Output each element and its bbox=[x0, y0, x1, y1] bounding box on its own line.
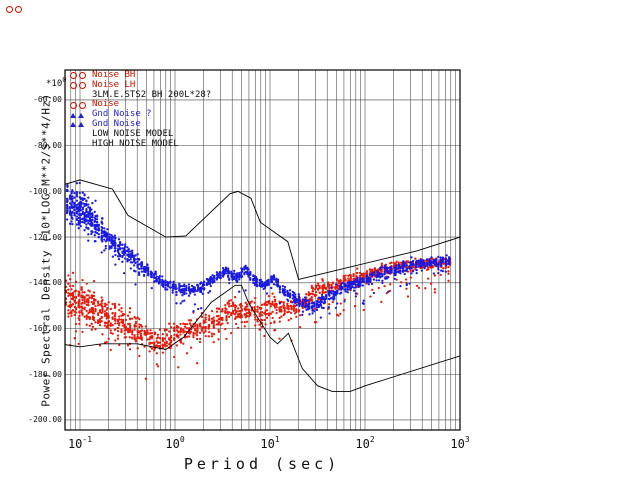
legend-item: Noise BH bbox=[70, 70, 211, 81]
legend-item: Gnd Noise ? bbox=[70, 109, 211, 120]
legend-circle-icon bbox=[79, 72, 86, 80]
legend-item: Gnd Noise bbox=[70, 118, 211, 130]
series-noise-red bbox=[65, 257, 452, 380]
y-axis-multiplier: *100 bbox=[46, 76, 66, 89]
legend-item: LOW NOISE MODEL bbox=[70, 128, 211, 140]
legend-item: HIGH NOISE MODEL bbox=[70, 138, 211, 150]
y-axis-multiplier-base: *10 bbox=[46, 79, 63, 89]
high-noise-model-line bbox=[65, 179, 460, 280]
legend-triangle-icon bbox=[70, 112, 76, 118]
legend-circle-icon bbox=[70, 72, 77, 80]
chart-legend: Noise BH Noise LH 3LM.E.STS2 BH 200L*28? No… bbox=[70, 70, 212, 150]
low-noise-model-line bbox=[65, 284, 460, 392]
legend-triangle-icon bbox=[78, 122, 84, 128]
plot-border bbox=[64, 69, 461, 431]
legend-item: Noise bbox=[70, 100, 211, 110]
y-tick-label: -120.00 bbox=[28, 232, 62, 242]
x-tick-label: 100 bbox=[165, 435, 185, 451]
y-tick-label: -80.00 bbox=[33, 141, 62, 151]
legend-circle-icon bbox=[70, 82, 92, 90]
y-axis-multiplier-exponent: 0 bbox=[62, 76, 67, 84]
legend-item-label: LOW NOISE MODEL bbox=[92, 128, 174, 139]
x-tick-label: 10-1 bbox=[67, 435, 93, 451]
legend-triangle-icon bbox=[70, 122, 76, 128]
legend-triangle-icon bbox=[70, 112, 92, 118]
legend-item-label: Gnd Noise ? bbox=[92, 109, 152, 120]
legend-item-label: HIGH NOISE MODEL bbox=[92, 138, 179, 149]
y-tick-label: -100.00 bbox=[28, 186, 62, 196]
x-axis-title: Period (sec) bbox=[183, 455, 341, 473]
legend-item-label: Noise bbox=[92, 99, 120, 110]
red-circle-icon bbox=[15, 6, 22, 13]
series-noise-blue bbox=[65, 181, 451, 319]
x-tick-label: 101 bbox=[260, 435, 280, 451]
y-tick-label: -200.00 bbox=[28, 415, 62, 425]
x-tick-label: 102 bbox=[355, 435, 375, 451]
legend-circle-icon bbox=[70, 101, 77, 109]
legend-item: 3LM.E.STS2 BH 200L*28? bbox=[70, 89, 212, 101]
legend-item-label: Noise LH bbox=[92, 79, 136, 90]
grid-lines bbox=[65, 70, 461, 430]
legend-item-label: Noise BH bbox=[92, 70, 136, 80]
y-tick-label: -60.00 bbox=[33, 95, 62, 105]
legend-item: Noise LH bbox=[70, 79, 211, 91]
legend-circle-icon bbox=[70, 101, 92, 109]
y-tick-label: -160.00 bbox=[28, 324, 62, 333]
legend-triangle-icon bbox=[78, 112, 84, 118]
legend-circle-icon bbox=[70, 82, 77, 90]
window-decoration-icon[interactable] bbox=[6, 6, 22, 14]
legend-triangle-icon bbox=[70, 122, 92, 128]
y-tick-label: -180.00 bbox=[28, 369, 62, 379]
y-tick-label: -140.00 bbox=[28, 278, 62, 288]
legend-circle-icon bbox=[79, 101, 86, 109]
legend-circle-icon bbox=[79, 82, 86, 90]
red-circle-icon bbox=[6, 6, 13, 13]
legend-item-label: 3LM.E.STS2 BH 200L*28? bbox=[92, 89, 212, 100]
x-tick-label: 103 bbox=[450, 435, 470, 451]
legend-item-label: Gnd Noise bbox=[92, 118, 141, 129]
legend-circle-icon bbox=[70, 72, 92, 80]
